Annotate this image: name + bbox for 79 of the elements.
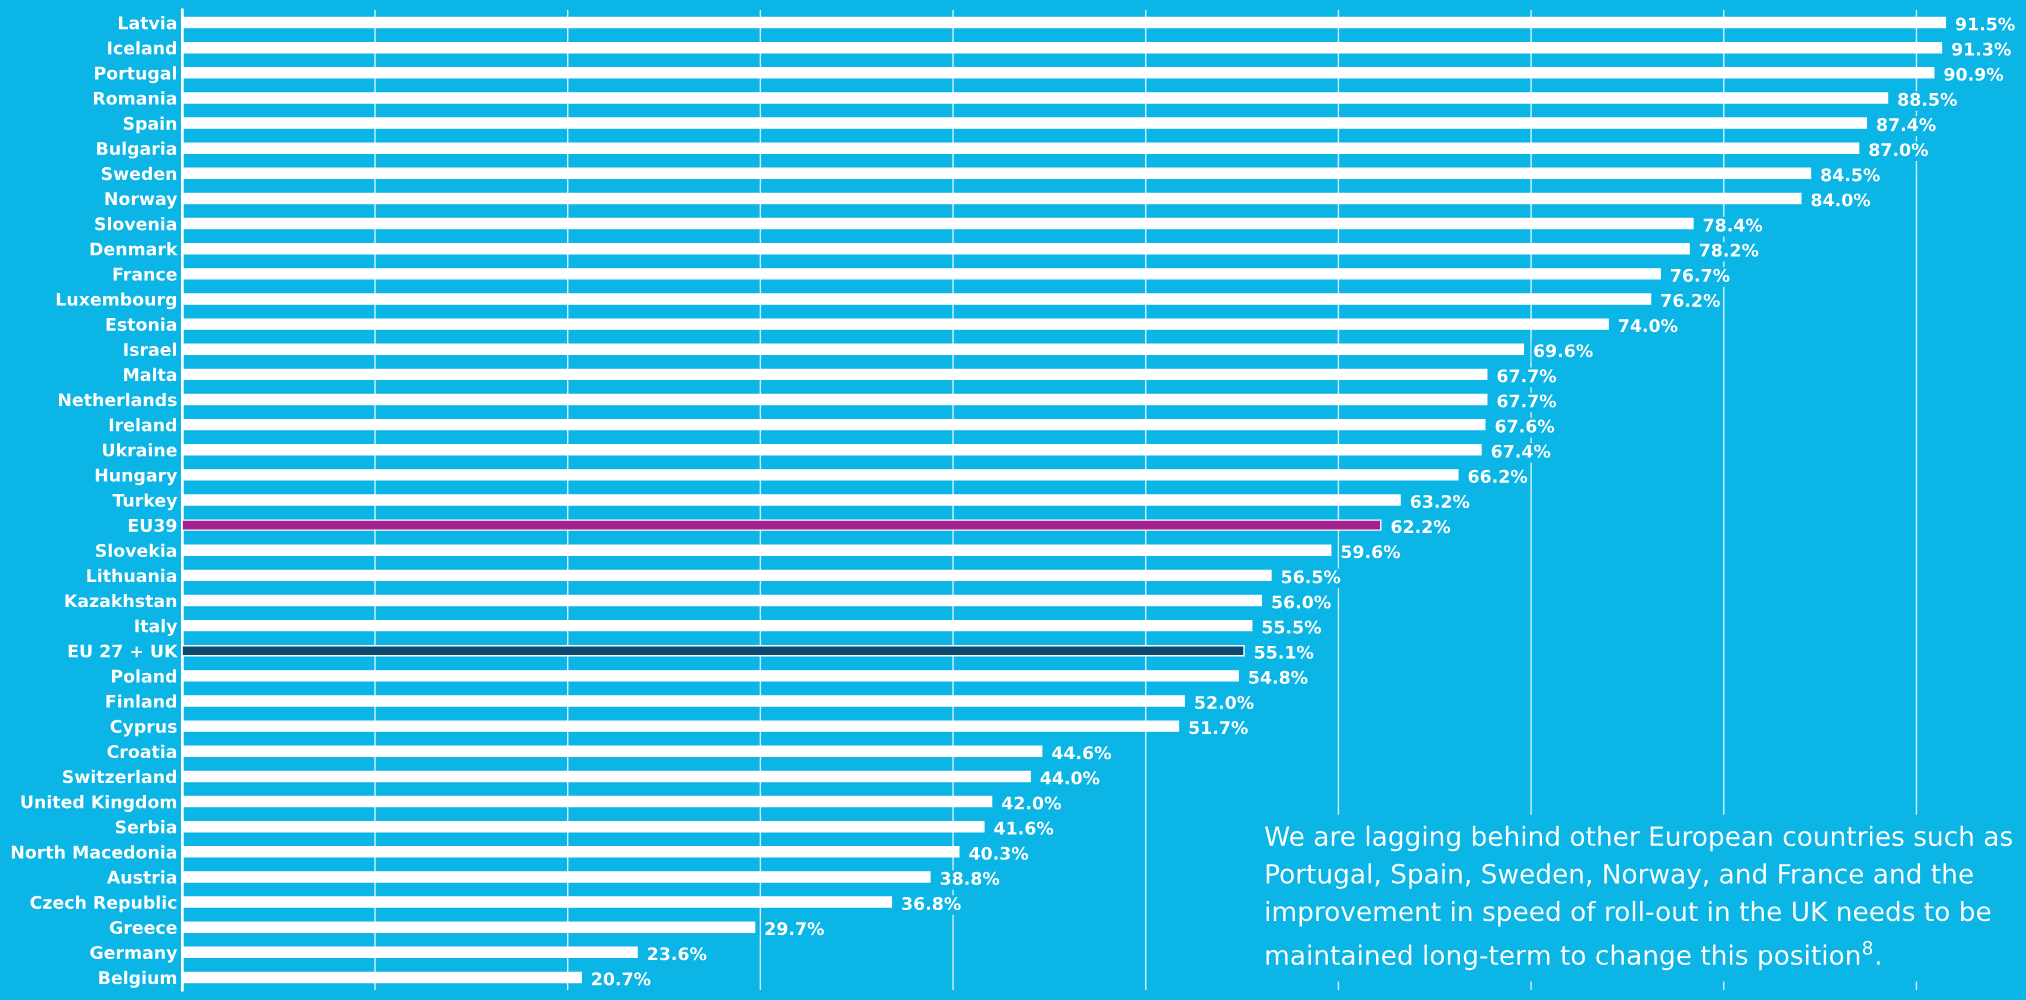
y-tick-label: Hungary (95, 468, 178, 486)
data-label: 78.2% (1699, 243, 1759, 257)
y-tick-label: Kazakhstan (65, 593, 177, 608)
data-label: 84.0% (1811, 193, 1871, 207)
annotation: We are lagging behind other European countries such as Portugal, Spain, Sweden, Norway, and France and the improvement in speed of roll-out in the UK needs to be maintained long-term to change this position$^{8}$. (1265, 825, 2012, 971)
data-label: 20.7% (592, 972, 651, 986)
y-tick-label: Serbia (115, 820, 177, 834)
y-tick-label: North Macedonia (11, 845, 177, 859)
y-tick-label: Iceland (108, 41, 177, 55)
y-tick-label: Israel (124, 342, 177, 357)
y-tick-label: Switzerland (63, 769, 177, 784)
data-label: 56.5% (1281, 570, 1341, 584)
y-tick-label: United Kingdom (21, 794, 177, 812)
y-tick-label: Bulgaria (97, 141, 177, 159)
data-label: 42.0% (1002, 796, 1061, 810)
y-tick-label: Czech Republic (30, 895, 177, 913)
data-label: 41.6% (994, 821, 1054, 835)
data-label: 55.1% (1254, 645, 1314, 659)
y-tick-label: Malta (124, 367, 177, 382)
y-tick-label: Ukraine (103, 443, 177, 457)
y-tick-label: Italy (135, 619, 178, 636)
data-label: 78.4% (1703, 218, 1763, 232)
y-tick-label: Denmark (90, 242, 178, 256)
y-tick-label: Germany (90, 945, 178, 963)
data-label: 67.7% (1497, 394, 1557, 408)
data-label: 59.6% (1341, 545, 1401, 559)
y-tick-label: Norway (105, 192, 178, 209)
y-tick-label: Croatia (107, 744, 177, 759)
y-tick-label: Lithuania (87, 568, 177, 583)
data-label: 84.5% (1821, 168, 1880, 182)
data-label: 29.7% (765, 922, 824, 936)
data-label: 69.6% (1534, 344, 1593, 358)
data-label: 67.7% (1497, 369, 1557, 383)
y-tick-label: Cyprus (110, 719, 177, 737)
data-label: 56.0% (1272, 595, 1331, 609)
y-tick-label: Estonia (106, 317, 177, 331)
data-label: 66.2% (1468, 469, 1528, 483)
data-label: 23.6% (648, 947, 707, 961)
y-tick-label: Turkey (112, 493, 178, 511)
data-label: 55.5% (1262, 620, 1322, 634)
y-tick-label: EU39 (128, 518, 177, 532)
y-tick-label: Poland (111, 669, 177, 683)
data-label: 62.2% (1391, 520, 1451, 534)
data-label: 88.5% (1898, 92, 1957, 106)
data-label: 76.7% (1670, 268, 1730, 282)
y-tick-label: Romania (93, 91, 177, 105)
y-tick-label: Portugal (95, 66, 177, 84)
y-tick-label: EU 27 + UK (68, 644, 178, 658)
data-label: 40.3% (969, 846, 1029, 860)
y-tick-label: Belgium (99, 970, 177, 988)
y-tick-label: Greece (109, 920, 177, 935)
data-label: 91.5% (1955, 17, 2015, 31)
y-tick-label: Netherlands (58, 392, 177, 407)
y-tick-label: Sweden (101, 166, 177, 181)
y-tick-label: Slovekia (96, 543, 177, 558)
data-label: 87.4% (1877, 118, 1936, 132)
data-label: 52.0% (1195, 695, 1254, 710)
data-label: 87.0% (1869, 143, 1928, 157)
data-label: 51.7% (1189, 721, 1248, 735)
y-tick-label: Finland (106, 694, 177, 708)
y-tick-label: Spain (123, 116, 177, 134)
y-tick-label: Austria (106, 870, 177, 884)
data-label: 44.0% (1040, 771, 1100, 785)
y-tick-label: Slovenia (95, 216, 177, 231)
data-label: 54.8% (1249, 670, 1308, 684)
y-tick-label: Latvia (119, 15, 177, 30)
data-label: 63.2% (1410, 494, 1470, 509)
data-label: 76.2% (1661, 293, 1720, 308)
data-label: 38.8% (940, 871, 1000, 885)
data-label: 67.6% (1495, 419, 1555, 433)
data-label: 90.9% (1944, 67, 2004, 81)
data-label: 67.4% (1491, 444, 1551, 458)
y-tick-label: France (113, 267, 177, 281)
data-label: 36.8% (902, 896, 961, 911)
y-tick-label: Luxembourg (56, 292, 177, 310)
y-tick-label: Ireland (109, 418, 177, 432)
data-label: 74.0% (1618, 319, 1678, 333)
data-label: 44.6% (1052, 746, 1111, 760)
data-label: 91.3% (1952, 42, 2011, 56)
